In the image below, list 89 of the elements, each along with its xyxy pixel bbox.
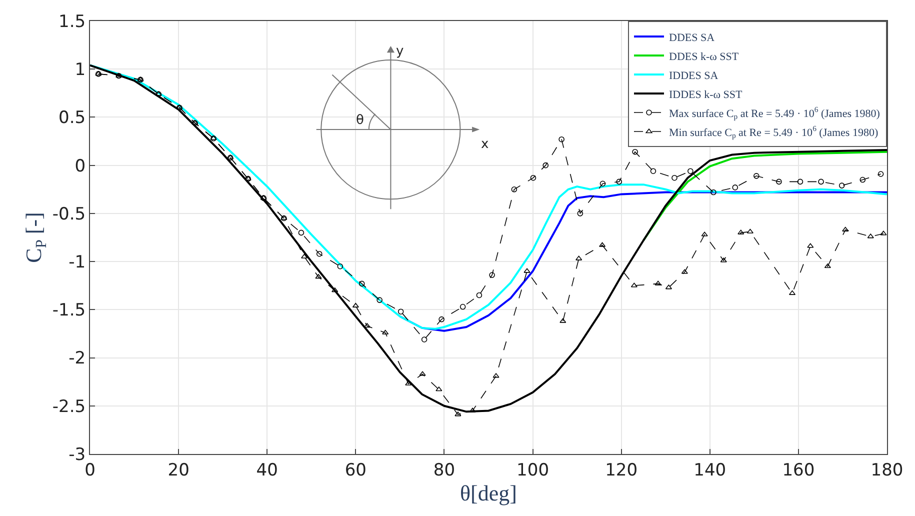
point [492,373,500,378]
point [364,323,370,328]
point [577,210,584,216]
point [315,274,322,279]
point [376,297,382,303]
legend-label: Min surface C$_{p}$ at Re = 5.49 · 10$^{6}$ (James 1980) [669,124,878,140]
point [530,174,536,181]
x-tick-label: 40 [256,460,278,480]
point [436,386,442,392]
x-tick-label: 60 [344,460,366,480]
y-tick-label: -1 [68,252,86,273]
point [438,316,444,322]
point [476,292,482,298]
y-tick-label: -2.5 [52,396,86,417]
point [807,243,814,248]
point [524,268,530,273]
y-tick-label: -2 [68,348,86,369]
point [419,371,426,376]
point [688,168,694,174]
legend-label: DDES k-ω SST [669,50,739,63]
point [511,186,518,192]
point [701,232,708,236]
point [681,269,688,274]
point [878,171,884,177]
point [382,330,389,334]
annotation: y [396,44,404,59]
x-tick-label: 20 [168,460,190,480]
x-tick-label: 120 [605,460,638,480]
y-tick-label: 0 [74,156,86,176]
point [632,148,638,155]
point [838,182,845,188]
annotation: x [481,137,489,152]
point [599,242,606,247]
point [842,226,849,232]
point [720,258,727,262]
point [616,178,622,185]
point [654,280,662,286]
point [710,189,716,196]
point [600,180,606,187]
legend-label: Max surface C$_{p}$ at Re = 5.49 · 10$^{6}$ (James 1980) [669,105,880,122]
point [738,230,744,234]
point [672,174,678,181]
line-series [642,150,887,242]
x-tick-label: 180 [870,460,904,480]
point [337,263,344,270]
point [558,136,564,142]
point [358,280,365,287]
point [301,254,308,258]
point [560,318,566,323]
x-axis-title: θ[deg] [460,480,517,506]
y-tick-label: -0.5 [52,204,86,224]
legend-label: DDES SA [669,32,715,44]
point [818,178,824,185]
legend-label: IDDES k-ω SST [669,88,743,101]
x-tick-label: 140 [694,460,726,480]
point [824,263,831,268]
point [630,282,638,288]
point [398,308,404,314]
x-tick-label: 80 [433,460,456,480]
point [880,230,887,236]
point [776,178,782,185]
y-tick-label: 1 [74,60,86,80]
y-tick-label: 0.5 [58,108,86,128]
point [665,284,672,290]
point [746,228,754,234]
point [860,176,866,183]
x-tick-label: 100 [516,460,550,480]
point [421,336,428,342]
point [332,288,338,292]
y-tick-label: -1.5 [52,300,86,321]
y-tick-label: 1.5 [58,12,86,32]
point [454,412,462,416]
point [316,250,322,257]
point [298,230,304,236]
point [405,380,412,386]
point [542,162,549,168]
y-tick-label: -3 [68,444,86,465]
annotation: θ [356,113,364,128]
point [650,168,656,174]
point [753,173,760,179]
point [352,302,359,308]
point [489,272,495,278]
point [576,256,582,260]
point [732,184,738,190]
point [460,304,466,310]
x-tick-label: 160 [782,460,815,480]
legend-label: IDDES SA [669,70,718,82]
point [797,178,804,185]
point [867,234,874,238]
